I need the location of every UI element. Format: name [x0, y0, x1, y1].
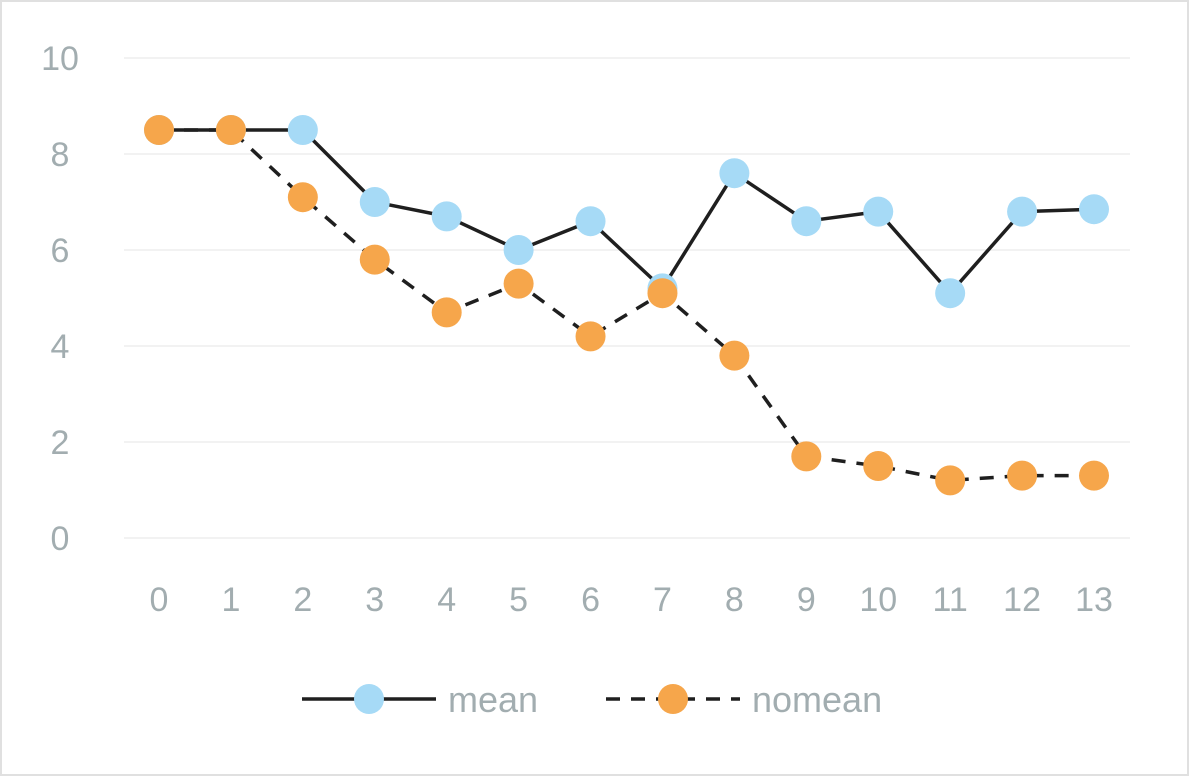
y-axis-tick-labels: 0 2 4 6 8 10 [41, 40, 79, 558]
data-point-mean [1007, 196, 1038, 227]
data-point-mean [287, 115, 318, 145]
x-tick-label: 5 [509, 581, 528, 619]
data-point-mean [719, 158, 750, 189]
data-point-nomean [431, 297, 462, 328]
data-point-mean [575, 206, 606, 237]
x-tick-label: 2 [293, 581, 312, 619]
x-axis-tick-labels: 0 1 2 3 4 5 6 7 8 9 10 11 12 13 [150, 581, 1113, 619]
x-tick-label: 11 [933, 581, 968, 619]
x-tick-label: 3 [365, 581, 384, 619]
data-point-mean [1079, 194, 1109, 225]
legend-label-nomean: nomean [752, 679, 882, 720]
y-tick-label: 10 [41, 40, 79, 78]
legend: mean nomean [302, 679, 882, 720]
y-tick-label: 6 [51, 232, 70, 270]
legend-item-nomean: nomean [606, 679, 882, 720]
data-point-nomean [1007, 460, 1038, 491]
data-point-mean [863, 196, 894, 227]
x-tick-label: 7 [653, 581, 672, 619]
gridlines [124, 57, 1130, 539]
legend-label-mean: mean [448, 679, 538, 720]
legend-marker-nomean [658, 684, 688, 714]
y-tick-label: 2 [51, 424, 70, 462]
x-tick-label: 8 [725, 581, 744, 619]
data-point-mean [359, 187, 390, 217]
data-point-nomean [719, 340, 750, 371]
data-point-nomean [287, 182, 318, 213]
x-tick-label: 1 [221, 581, 240, 619]
data-point-mean [503, 235, 534, 265]
y-tick-label: 4 [51, 328, 70, 366]
data-point-nomean [647, 278, 678, 309]
series-mean [144, 115, 1109, 309]
data-point-mean [791, 206, 822, 237]
x-tick-label: 13 [1075, 581, 1113, 619]
data-point-nomean [863, 451, 894, 481]
data-point-nomean [791, 441, 822, 472]
series-line-mean [159, 128, 1095, 295]
x-tick-label: 12 [1003, 581, 1041, 619]
data-point-nomean [503, 268, 534, 299]
y-tick-label: 8 [51, 136, 70, 174]
x-tick-label: 9 [797, 581, 816, 619]
data-point-nomean [215, 115, 246, 145]
data-point-nomean [144, 115, 174, 145]
x-tick-label: 6 [581, 581, 600, 619]
series-group [144, 115, 1109, 496]
x-tick-label: 10 [859, 581, 897, 619]
data-point-nomean [935, 465, 966, 496]
data-point-mean [431, 201, 462, 232]
data-point-nomean [1079, 460, 1109, 491]
data-point-nomean [575, 321, 606, 352]
data-point-mean [935, 278, 966, 309]
legend-item-mean: mean [302, 679, 538, 720]
series-nomean [144, 115, 1109, 496]
data-point-nomean [359, 244, 390, 275]
y-tick-label: 0 [51, 520, 70, 558]
x-tick-label: 0 [150, 581, 169, 619]
legend-marker-mean [354, 684, 384, 714]
x-tick-label: 4 [437, 581, 456, 619]
